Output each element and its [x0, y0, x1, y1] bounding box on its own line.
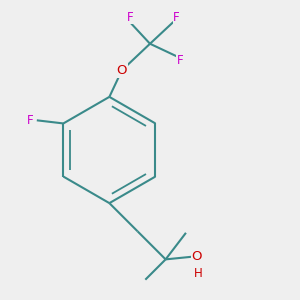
Text: F: F — [176, 54, 183, 68]
Text: F: F — [173, 11, 180, 24]
Text: O: O — [117, 64, 127, 77]
Text: H: H — [194, 267, 203, 280]
Text: O: O — [192, 250, 202, 263]
Text: F: F — [27, 114, 34, 127]
Text: F: F — [126, 11, 133, 24]
